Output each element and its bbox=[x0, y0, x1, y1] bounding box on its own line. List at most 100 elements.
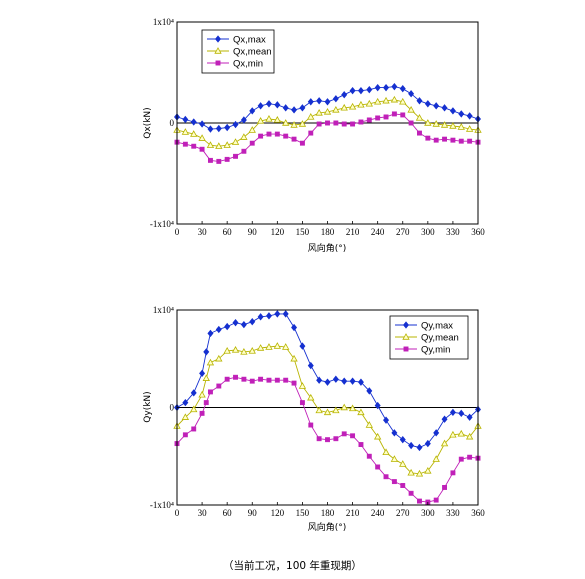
data-point bbox=[382, 448, 390, 456]
data-point bbox=[357, 100, 365, 108]
data-point bbox=[441, 415, 448, 423]
data-point bbox=[308, 422, 314, 428]
data-point bbox=[416, 443, 423, 452]
data-point bbox=[449, 107, 456, 115]
data-point bbox=[432, 120, 440, 127]
data-point bbox=[182, 115, 189, 124]
data-point bbox=[307, 98, 314, 106]
legend-label: Qy,mean bbox=[421, 333, 459, 344]
data-point bbox=[299, 400, 305, 406]
data-point bbox=[332, 95, 339, 103]
data-point bbox=[348, 102, 357, 110]
legend-marker bbox=[402, 333, 410, 340]
x-tick-label: 360 bbox=[471, 508, 485, 518]
data-point bbox=[273, 116, 282, 123]
data-point bbox=[466, 112, 473, 120]
data-point bbox=[274, 310, 281, 318]
data-point bbox=[240, 116, 247, 124]
data-point bbox=[291, 380, 297, 386]
data-point bbox=[466, 413, 473, 421]
data-point bbox=[408, 120, 414, 126]
data-point bbox=[332, 406, 340, 414]
data-point bbox=[399, 84, 406, 93]
data-point bbox=[433, 429, 440, 437]
data-point bbox=[274, 101, 281, 109]
data-point bbox=[299, 140, 305, 146]
data-point bbox=[207, 125, 214, 133]
data-point bbox=[350, 121, 356, 127]
data-point bbox=[391, 479, 397, 485]
data-point bbox=[366, 85, 373, 94]
data-point bbox=[231, 138, 240, 145]
data-point bbox=[273, 342, 282, 349]
data-point bbox=[424, 466, 432, 474]
x-tick-label: 90 bbox=[248, 508, 258, 518]
data-point bbox=[458, 456, 464, 462]
data-point bbox=[340, 103, 348, 111]
data-point bbox=[199, 410, 205, 416]
data-point bbox=[407, 468, 415, 476]
data-point bbox=[433, 137, 439, 143]
data-point bbox=[449, 408, 456, 417]
data-point bbox=[216, 158, 222, 164]
y-tick-label: -1x10⁴ bbox=[150, 500, 174, 510]
data-point bbox=[233, 374, 238, 380]
data-point bbox=[291, 323, 298, 332]
data-point bbox=[215, 325, 222, 334]
x-tick-label: 270 bbox=[396, 227, 410, 237]
data-point bbox=[257, 313, 264, 321]
data-point bbox=[241, 148, 247, 154]
data-point bbox=[383, 416, 390, 424]
data-point bbox=[366, 453, 372, 459]
data-point bbox=[417, 498, 422, 504]
x-tick-label: 60 bbox=[223, 508, 233, 518]
data-point bbox=[415, 469, 424, 477]
data-point bbox=[223, 141, 231, 148]
chart-qy: 0 30 60 90 120 150 180 210 240 270 300 330 360 -1x10⁴… bbox=[143, 305, 485, 533]
data-point bbox=[425, 135, 431, 141]
data-point bbox=[357, 408, 365, 416]
data-point bbox=[282, 343, 290, 350]
data-point bbox=[441, 104, 448, 112]
data-point bbox=[382, 96, 390, 104]
data-point bbox=[256, 117, 265, 124]
x-axis-label: 风向角(°) bbox=[308, 242, 347, 254]
data-point bbox=[215, 354, 223, 362]
data-point bbox=[408, 490, 414, 496]
y-axis-label: Qx(kN) bbox=[143, 107, 153, 138]
data-point bbox=[307, 393, 315, 401]
data-point bbox=[206, 141, 215, 148]
data-point bbox=[407, 105, 415, 113]
data-point bbox=[316, 436, 322, 442]
legend-marker bbox=[215, 35, 221, 43]
data-point bbox=[299, 104, 306, 112]
data-point bbox=[248, 126, 256, 133]
legend-box bbox=[201, 29, 275, 74]
data-point bbox=[348, 404, 357, 412]
data-point bbox=[417, 130, 422, 136]
data-point bbox=[340, 403, 348, 411]
data-point bbox=[440, 121, 449, 128]
data-point bbox=[232, 318, 239, 327]
data-point bbox=[240, 133, 248, 140]
data-point bbox=[203, 348, 210, 356]
data-point bbox=[442, 136, 448, 142]
data-point bbox=[458, 138, 464, 144]
data-point bbox=[283, 133, 289, 139]
data-point bbox=[383, 114, 389, 120]
data-point bbox=[282, 104, 289, 112]
legend-marker bbox=[214, 47, 222, 54]
data-point bbox=[190, 389, 197, 397]
data-point bbox=[450, 137, 456, 143]
data-point bbox=[324, 378, 331, 386]
data-point bbox=[290, 354, 298, 362]
x-tick-label: 30 bbox=[198, 227, 208, 237]
y-axis-label: Qy(kN) bbox=[143, 391, 153, 422]
data-point bbox=[265, 312, 272, 320]
data-point bbox=[365, 99, 373, 107]
x-tick-label: 150 bbox=[296, 508, 310, 518]
x-tick-label: 330 bbox=[446, 508, 460, 518]
y-tick-label: 0 bbox=[170, 118, 175, 128]
